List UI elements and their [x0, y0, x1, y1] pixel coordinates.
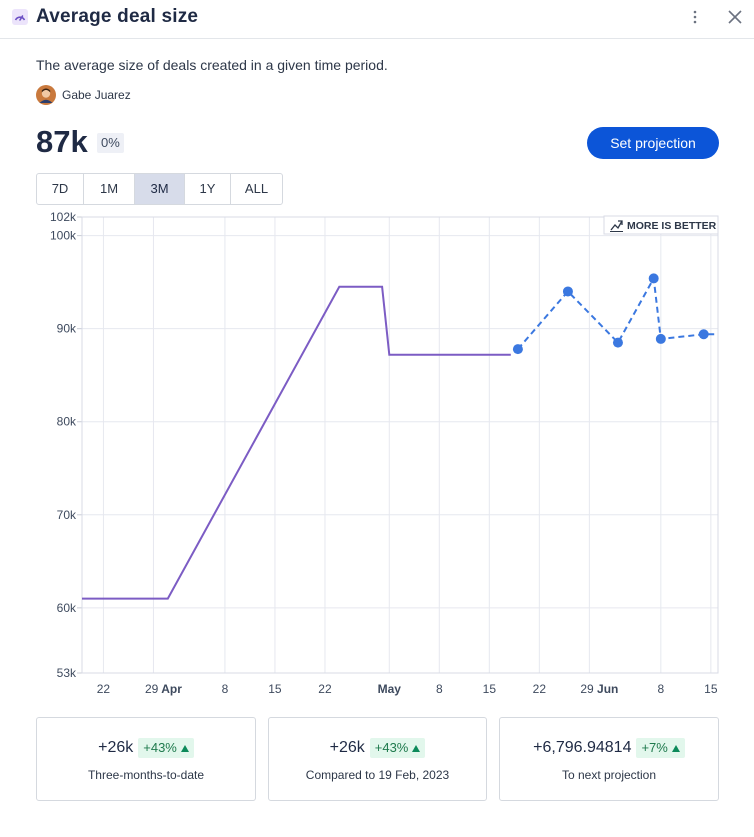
time-range-selector: 7D 1M 3M 1Y ALL	[36, 173, 283, 205]
y-tick-label: 70k	[57, 508, 77, 522]
line-chart: 53k 60k 70k 80k 90k 100k 102k 22 29 Apr 8 15 22 May…	[50, 210, 719, 696]
stat-value: +26k	[98, 739, 134, 756]
more-is-better-label: MORE IS BETTER	[627, 220, 717, 232]
range-1m[interactable]: 1M	[84, 174, 135, 204]
stat-label: Compared to 19 Feb, 2023	[305, 768, 450, 782]
x-tick-label: 15	[704, 682, 718, 696]
stat-label: Three-months-to-date	[87, 768, 205, 782]
range-7d[interactable]: 7D	[37, 174, 84, 204]
projection-point[interactable]	[612, 337, 623, 348]
stat-change-badge: +7%	[636, 738, 685, 758]
x-tick-label: 8	[222, 682, 229, 696]
change-badge: 0%	[97, 133, 124, 153]
range-3m[interactable]: 3M	[135, 174, 185, 204]
x-tick-label: 8	[657, 682, 664, 696]
page-title: Average deal size	[36, 6, 199, 27]
x-tick-label: May	[378, 682, 402, 696]
x-tick-label: 15	[268, 682, 282, 696]
owner-name: Gabe Juarez	[62, 88, 131, 102]
triangle-up-icon	[671, 744, 680, 752]
y-tick-label: 102k	[50, 210, 77, 224]
x-month-label: Jun	[594, 682, 619, 696]
stat-change-badge: +43%	[138, 738, 194, 758]
x-tick-label: 29 Apr	[145, 682, 182, 696]
stat-change-text: +43%	[374, 740, 409, 755]
stat-value: +6,796.94814	[533, 739, 632, 756]
projection-point[interactable]	[562, 286, 573, 297]
speedometer-icon	[12, 9, 28, 25]
y-tick-label: 60k	[57, 601, 77, 615]
y-tick-label: 53k	[57, 666, 77, 680]
stat-value: +26k	[329, 739, 365, 756]
y-tick-label: 100k	[50, 229, 77, 243]
description: The average size of deals created in a g…	[36, 57, 388, 73]
projection-point[interactable]	[655, 333, 666, 344]
stat-change-text: +7%	[641, 740, 668, 755]
stat-change-text: +43%	[143, 740, 177, 755]
stat-card-next-projection: +6,796.94814 +7% To next projection	[499, 717, 719, 801]
projection-point[interactable]	[698, 329, 709, 340]
set-projection-button[interactable]: Set projection	[587, 127, 719, 159]
stat-change-badge: +43%	[369, 738, 426, 758]
kebab-menu-icon[interactable]	[688, 7, 702, 29]
y-tick-label: 90k	[57, 322, 77, 336]
actual-series-line	[82, 285, 511, 600]
range-1y[interactable]: 1Y	[185, 174, 231, 204]
close-icon[interactable]	[726, 8, 744, 26]
x-month-label: May	[378, 682, 402, 696]
range-all[interactable]: ALL	[244, 181, 269, 196]
stat-card-compared: +26k +43% Compared to 19 Feb, 2023	[268, 717, 487, 801]
x-tick-label: 8	[436, 682, 443, 696]
x-tick-label: 29 Jun	[580, 682, 618, 696]
projection-point[interactable]	[648, 273, 659, 284]
stat-card-three-months: +26k +43% Three-months-to-date	[36, 717, 256, 801]
y-tick-label: 80k	[57, 415, 77, 429]
x-month-label: Apr	[158, 682, 182, 696]
panel-header: Average deal size	[0, 0, 754, 39]
projection-point[interactable]	[512, 344, 523, 355]
triangle-up-icon	[412, 744, 421, 752]
x-tick-label: 22	[97, 682, 111, 696]
metric-value: 87k	[36, 124, 88, 159]
trend-up-icon	[610, 220, 623, 232]
x-tick-label: 22	[533, 682, 547, 696]
avatar	[36, 85, 56, 105]
triangle-up-icon	[180, 744, 189, 752]
more-is-better-badge: MORE IS BETTER	[603, 215, 719, 235]
x-tick-label: 22	[318, 682, 332, 696]
x-tick-label: 15	[483, 682, 497, 696]
stat-label: To next projection	[561, 768, 657, 782]
